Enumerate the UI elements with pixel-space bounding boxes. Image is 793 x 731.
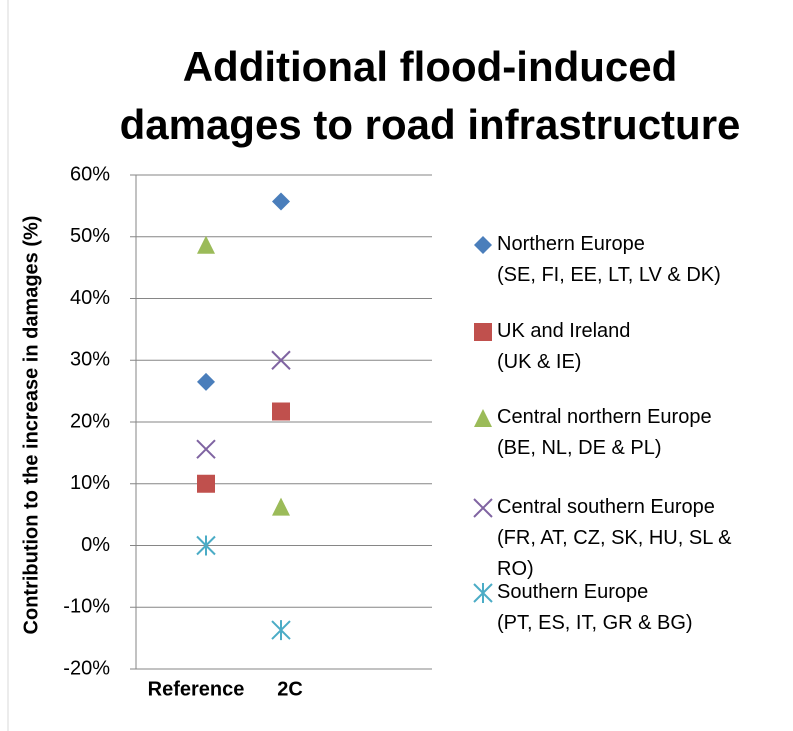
x-tick-label: Reference (148, 678, 245, 700)
marker (271, 350, 291, 370)
marker (272, 192, 290, 211)
legend-label: Central northern Europe (BE, NL, DE & PL… (497, 406, 712, 459)
marker (196, 535, 216, 556)
marker (272, 497, 290, 516)
marker (197, 372, 215, 391)
marker (197, 235, 215, 254)
legend-marker (473, 498, 493, 518)
legend-marker (474, 323, 492, 341)
legend-label: UK and Ireland (UK & IE) (497, 320, 631, 373)
legend-marker (473, 583, 493, 603)
legend-label: Central southern Europe (FR, AT, CZ, SK,… (497, 496, 732, 580)
y-tick-label: 40% (70, 287, 110, 309)
y-tick-label: -20% (63, 657, 110, 679)
y-tick-label: 10% (70, 472, 110, 494)
y-tick-label: 30% (70, 349, 110, 371)
marker (271, 620, 291, 641)
y-axis-label: Contribution to the increase in damages … (20, 216, 42, 635)
legend-label: Southern Europe (PT, ES, IT, GR & BG) (497, 581, 693, 634)
y-tick-label: -10% (63, 596, 110, 618)
y-tick-label: 20% (70, 410, 110, 432)
legend-marker (474, 236, 492, 254)
marker (272, 402, 290, 421)
marker (197, 474, 215, 493)
x-tick-label: 2C (277, 678, 303, 700)
y-tick-label: 50% (70, 225, 110, 247)
legend-marker (474, 409, 492, 427)
marker (196, 439, 216, 459)
y-tick-label: 0% (81, 534, 110, 556)
legend-label: Northern Europe (SE, FI, EE, LT, LV & DK… (497, 233, 721, 286)
y-tick-label: 60% (70, 163, 110, 185)
chart-title: Additional flood-induced damages to road… (119, 43, 741, 148)
